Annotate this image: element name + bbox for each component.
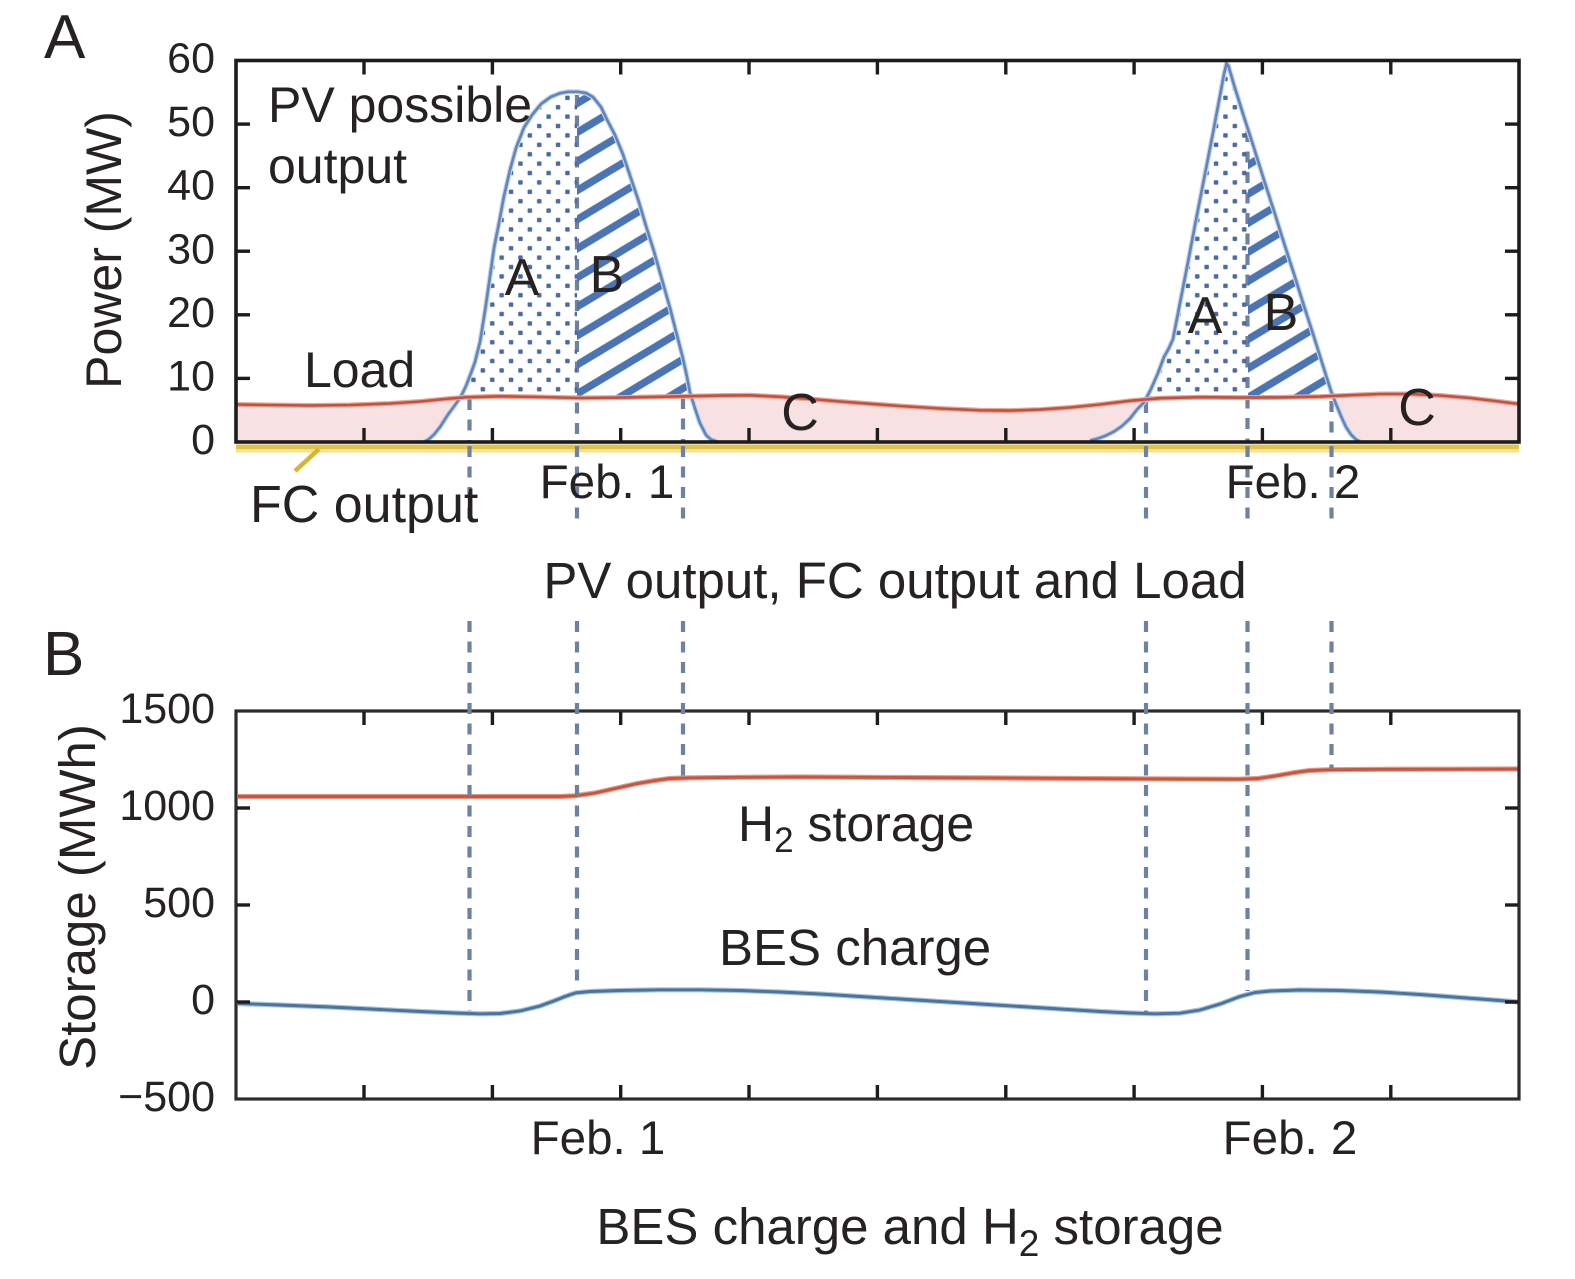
svg-text:20: 20: [167, 289, 215, 337]
svg-text:Storage (MWh): Storage (MWh): [49, 724, 106, 1070]
svg-text:Feb. 1: Feb. 1: [540, 456, 675, 509]
svg-text:500: 500: [143, 879, 215, 927]
svg-text:−500: −500: [118, 1073, 215, 1121]
svg-text:BES charge and H2 storage: BES charge and H2 storage: [596, 1198, 1223, 1264]
svg-text:C: C: [1398, 379, 1436, 437]
svg-text:60: 60: [167, 35, 215, 83]
svg-text:C: C: [781, 384, 819, 442]
svg-text:A: A: [505, 249, 540, 307]
svg-text:H2 storage: H2 storage: [738, 796, 974, 860]
svg-text:Feb. 2: Feb. 2: [1223, 1112, 1358, 1165]
svg-text:Load: Load: [304, 342, 415, 398]
svg-text:B: B: [1264, 284, 1299, 342]
svg-text:A: A: [1188, 287, 1223, 345]
svg-text:output: output: [268, 138, 407, 194]
svg-text:PV output, FC output and Load: PV output, FC output and Load: [543, 552, 1246, 609]
svg-text:1000: 1000: [119, 782, 215, 830]
svg-text:B: B: [43, 620, 84, 689]
svg-text:1500: 1500: [119, 685, 215, 733]
svg-text:BES charge: BES charge: [719, 919, 991, 976]
svg-text:FC output: FC output: [250, 476, 479, 534]
svg-text:10: 10: [167, 352, 215, 400]
svg-text:B: B: [590, 246, 625, 304]
svg-text:0: 0: [191, 976, 215, 1024]
svg-text:40: 40: [167, 162, 215, 210]
svg-text:30: 30: [167, 225, 215, 273]
svg-text:50: 50: [167, 98, 215, 146]
svg-text:Feb. 1: Feb. 1: [531, 1112, 666, 1165]
svg-text:Feb. 2: Feb. 2: [1226, 456, 1361, 509]
svg-text:0: 0: [191, 416, 215, 464]
svg-text:PV possible: PV possible: [268, 77, 532, 133]
svg-text:A: A: [44, 3, 86, 72]
svg-text:Power (MW): Power (MW): [76, 111, 132, 389]
